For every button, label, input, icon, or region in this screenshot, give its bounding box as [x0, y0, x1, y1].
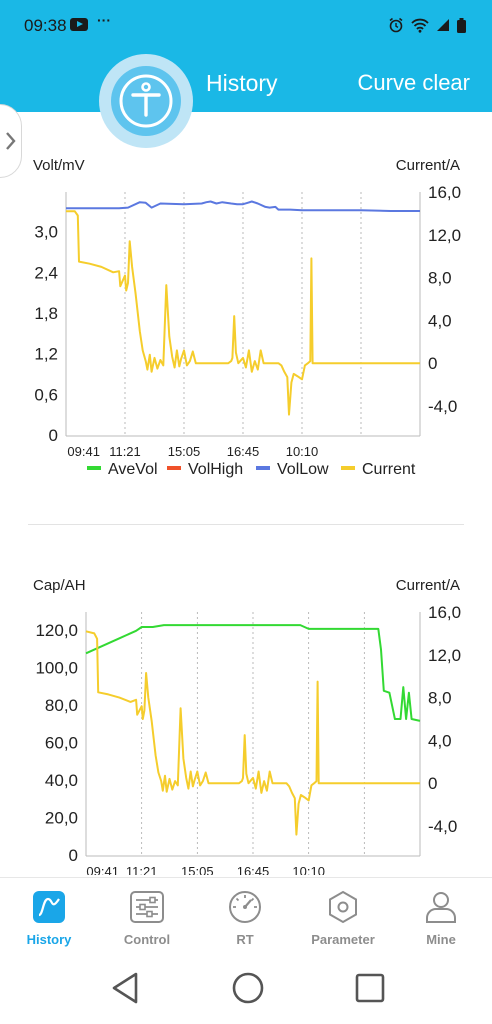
- person-icon: [426, 892, 456, 923]
- right-tick-label: 12,0: [428, 226, 461, 245]
- nav-item-parameter[interactable]: Parameter: [294, 878, 392, 958]
- right-tick-label: 8,0: [428, 269, 452, 288]
- youtube-notification-icon: [70, 18, 88, 31]
- right-tick-label: 12,0: [428, 646, 461, 665]
- x-tick-label: 09:41: [86, 864, 119, 875]
- series-line-vollow: [66, 200, 420, 212]
- hexagon-nut-icon: [329, 890, 357, 924]
- right-tick-label: 0: [428, 774, 437, 793]
- sliders-icon: [130, 891, 164, 923]
- right-tick-label: 4,0: [428, 311, 452, 330]
- series-line-current: [85, 630, 420, 836]
- battery-icon: [457, 17, 466, 33]
- status-bar: 09:38 ···: [0, 0, 492, 52]
- x-tick-label: 11:21: [126, 864, 158, 875]
- x-tick-label: 16:45: [237, 864, 270, 875]
- gauge-icon: [229, 891, 261, 923]
- nav-label-mine: Mine: [426, 932, 456, 947]
- right-tick-label: 4,0: [428, 731, 452, 750]
- left-tick-label: 40,0: [45, 771, 78, 790]
- nav-item-mine[interactable]: Mine: [392, 878, 490, 958]
- left-tick-label: 3,0: [34, 223, 58, 242]
- legend-label: Current: [362, 461, 416, 478]
- recents-icon[interactable]: [350, 968, 390, 1008]
- back-icon[interactable]: [106, 968, 146, 1008]
- left-tick-label: 0,6: [34, 385, 58, 404]
- chart-divider: [28, 524, 464, 525]
- nav-label-rt: RT: [236, 932, 254, 947]
- bottom-navigation: History Control RT Parameter Mine: [0, 877, 492, 958]
- capacity-current-chart: Cap/AH Current/A 120,0 100,0 80,0 60,0 40,0 2…: [33, 577, 461, 875]
- legend-label: VolHigh: [188, 461, 243, 478]
- x-tick-label: 10:10: [286, 444, 319, 459]
- series-line-current: [66, 210, 420, 416]
- home-icon[interactable]: [228, 968, 268, 1008]
- x-tick-label: 10:10: [292, 864, 325, 875]
- left-tick-label: 120,0: [35, 621, 78, 640]
- legend-swatch: [87, 466, 101, 470]
- right-axis-label: Current/A: [396, 157, 460, 174]
- nav-item-control[interactable]: Control: [98, 878, 196, 958]
- left-tick-label: 20,0: [45, 808, 78, 827]
- left-axis-label: Volt/mV: [33, 157, 85, 174]
- right-axis-label: Current/A: [396, 577, 460, 594]
- wifi-icon: [411, 18, 429, 33]
- x-tick-label: 15:05: [181, 864, 214, 875]
- x-tick-label: 09:41: [67, 444, 100, 459]
- user-logo-icon: [111, 66, 181, 136]
- signal-icon: [437, 19, 449, 31]
- x-tick-label: 16:45: [227, 444, 260, 459]
- right-tick-label: 16,0: [428, 603, 461, 622]
- legend-label: AveVol: [108, 461, 158, 478]
- legend-label: VolLow: [277, 461, 329, 478]
- legend-swatch: [256, 466, 270, 470]
- app-header: [0, 52, 492, 112]
- left-tick-label: 1,2: [34, 345, 58, 364]
- left-tick-label: 2,4: [34, 263, 58, 282]
- status-icons: [388, 17, 466, 33]
- history-wave-icon: [33, 891, 65, 923]
- left-tick-label: 0: [49, 426, 58, 445]
- alarm-icon: [389, 17, 403, 33]
- right-tick-label: -4,0: [428, 817, 457, 836]
- right-tick-label: 16,0: [428, 183, 461, 202]
- nav-label-history: History: [26, 932, 72, 947]
- series-line-avevol: [85, 624, 421, 722]
- nav-item-history[interactable]: History: [0, 878, 98, 958]
- right-tick-label: 0: [428, 354, 437, 373]
- x-tick-label: 15:05: [168, 444, 201, 459]
- side-drawer-handle[interactable]: [0, 104, 22, 178]
- status-time: 09:38: [24, 16, 67, 35]
- curve-clear-button[interactable]: Curve clear: [357, 70, 470, 95]
- left-tick-label: 60,0: [45, 733, 78, 752]
- more-notifications-icon: ···: [97, 12, 111, 28]
- system-navigation-bar: [0, 957, 492, 1024]
- left-tick-label: 80,0: [45, 696, 78, 715]
- right-tick-label: -4,0: [428, 397, 457, 416]
- nav-item-rt[interactable]: RT: [196, 878, 294, 958]
- nav-label-control: Control: [123, 932, 171, 947]
- nav-label-parameter: Parameter: [311, 932, 375, 947]
- voltage-current-chart: Volt/mV Current/A 3,0 2,4 1,8 1,2 0,6 0 16,0 12…: [33, 157, 461, 478]
- left-tick-label: 100,0: [35, 658, 78, 677]
- chart-legend: AveVol VolHigh VolLow Current: [87, 461, 416, 478]
- chevron-right-icon: [6, 132, 16, 150]
- legend-swatch: [341, 466, 355, 470]
- right-tick-label: 8,0: [428, 689, 452, 708]
- avatar[interactable]: [99, 54, 193, 148]
- page-title: History: [206, 70, 278, 96]
- left-axis-label: Cap/AH: [33, 577, 86, 594]
- left-tick-label: 1,8: [34, 304, 58, 323]
- left-tick-label: 0: [69, 846, 78, 865]
- legend-swatch: [167, 466, 181, 470]
- x-tick-label: 11:21: [109, 444, 141, 459]
